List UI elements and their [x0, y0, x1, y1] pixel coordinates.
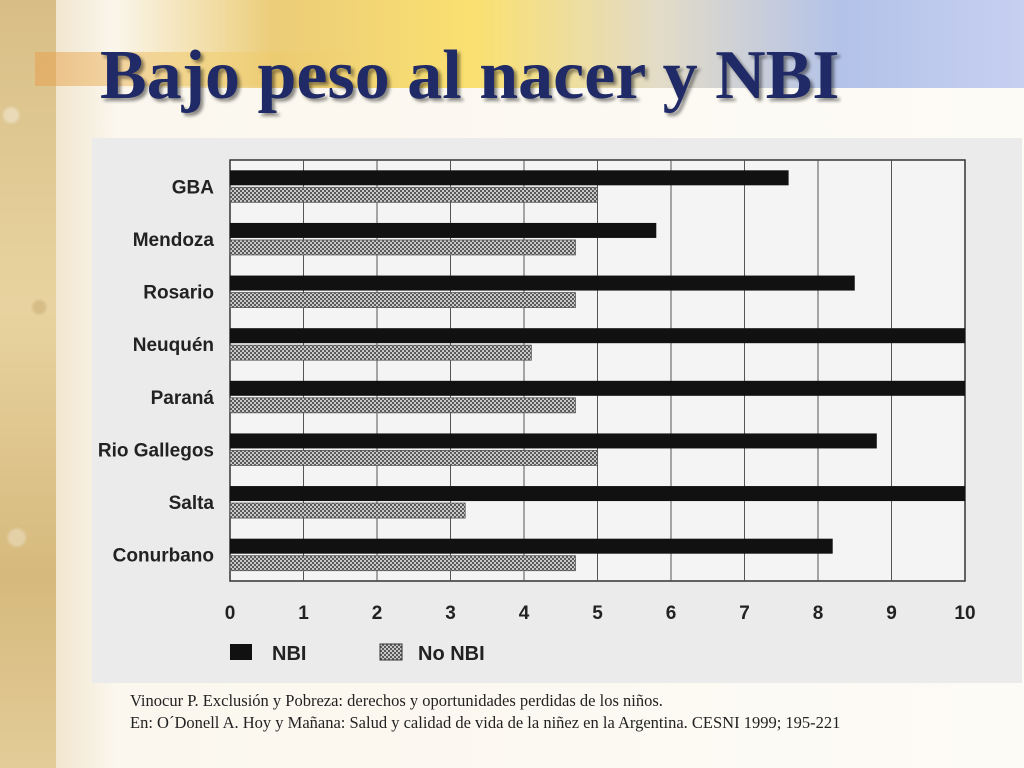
bar-no-nbi [229, 397, 576, 414]
decorative-banner-accent [35, 52, 365, 86]
bar-nbi [230, 222, 657, 238]
legend-swatch-nbi [230, 644, 252, 660]
bar-no-nbi [229, 450, 598, 466]
bar-chart: 0 1 2 3 4 5 6 7 8 9 10 GBA Mendoza Rosario Neuquén Para… [98, 159, 976, 665]
bar-nbi [230, 380, 965, 396]
bar-no-nbi [229, 502, 466, 519]
bar-no-nbi [229, 186, 598, 203]
category-label: Paraná [151, 388, 215, 409]
x-tick-label: 10 [954, 603, 975, 624]
legend-label-no-nbi: No NBI [418, 643, 485, 665]
bar-no-nbi [229, 292, 576, 308]
source-line-1: Vinocur P. Exclusión y Pobreza: derechos… [130, 691, 663, 710]
category-label: Rosario [143, 283, 214, 304]
chart-panel: 0 1 2 3 4 5 6 7 8 9 10 GBA Mendoza Rosario Neuquén Para… [92, 138, 1022, 683]
x-tick-label: 0 [225, 603, 236, 624]
bar-nbi [230, 433, 877, 449]
legend-swatch-no-nbi [379, 643, 403, 661]
category-label: GBA [172, 177, 215, 198]
bar-nbi [230, 275, 855, 291]
bar-no-nbi [229, 555, 576, 572]
bar-no-nbi [229, 239, 576, 256]
x-tick-label: 4 [519, 603, 530, 624]
bar-nbi [230, 538, 833, 554]
bar-nbi [230, 486, 965, 502]
bar-nbi [230, 170, 789, 186]
x-tick-label: 9 [886, 603, 897, 624]
x-tick-label: 7 [739, 603, 750, 624]
x-tick-label: 1 [298, 603, 309, 624]
x-tick-label: 8 [813, 603, 824, 624]
category-label: Salta [169, 493, 215, 514]
x-tick-label: 6 [666, 603, 677, 624]
category-label: Neuquén [133, 335, 214, 356]
x-tick-label: 3 [445, 603, 456, 624]
slide-title: Bajo peso al nacer y NBI [100, 37, 840, 114]
bar-no-nbi [229, 344, 532, 361]
source-line-2: En: O´Donell A. Hoy y Mañana: Salud y ca… [130, 713, 841, 732]
legend-label-nbi: NBI [272, 643, 306, 665]
x-tick-label: 5 [592, 603, 603, 624]
category-label: Rio Gallegos [98, 440, 214, 461]
x-tick-label: 2 [372, 603, 383, 624]
textured-left-border [0, 0, 56, 768]
source-citation: Vinocur P. Exclusión y Pobreza: derechos… [130, 690, 840, 734]
category-label: Mendoza [133, 230, 215, 251]
category-label: Conurbano [113, 546, 214, 567]
bar-nbi [230, 328, 965, 344]
